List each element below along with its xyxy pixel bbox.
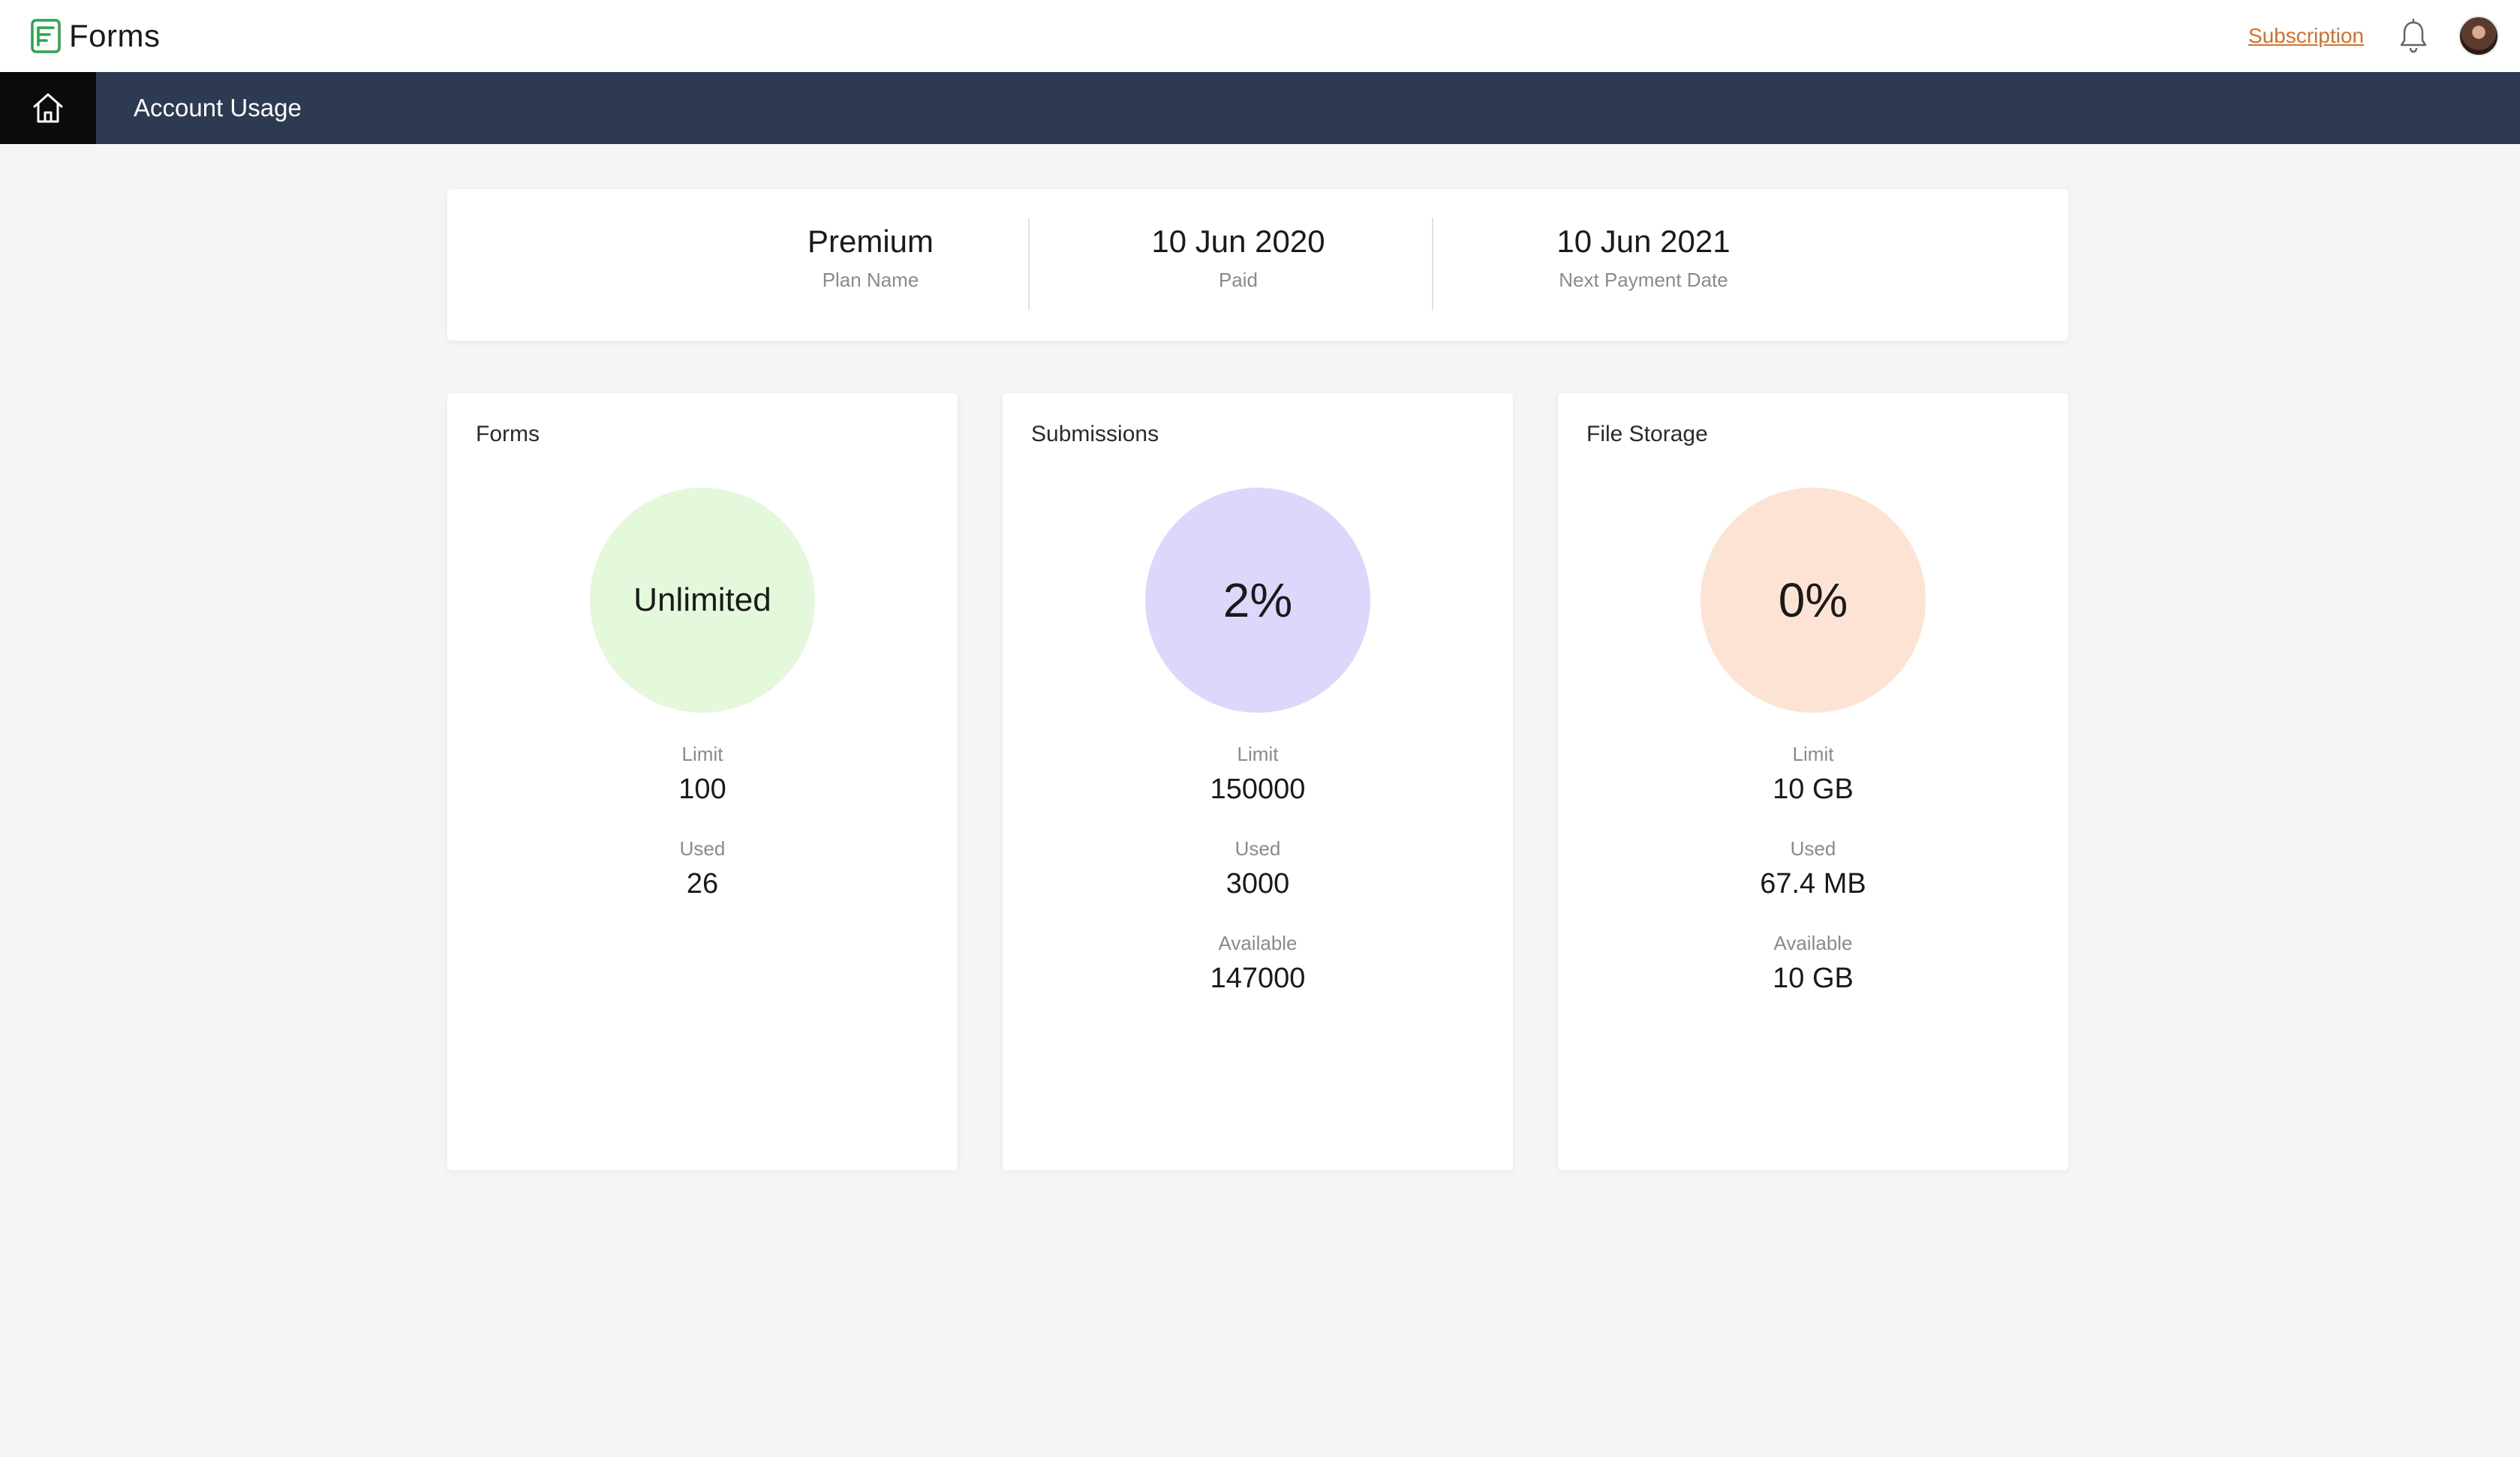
used-stat: Used 67.4 MB — [1558, 837, 2068, 900]
available-stat: Available 10 GB — [1558, 932, 2068, 995]
home-icon — [33, 93, 63, 123]
used-value: 67.4 MB — [1760, 868, 1866, 900]
subscription-link[interactable]: Subscription — [2248, 24, 2364, 47]
user-avatar[interactable] — [2458, 16, 2499, 56]
used-label: Used — [679, 837, 726, 860]
limit-label: Limit — [1792, 743, 1834, 765]
used-label: Used — [1234, 837, 1281, 860]
available-label: Available — [1773, 932, 1853, 954]
paid-section: 10 Jun 2020 Paid — [1111, 189, 1366, 341]
home-button[interactable] — [0, 72, 96, 144]
usage-circle: Unlimited — [590, 488, 815, 713]
next-payment-label: Next Payment Date — [1559, 269, 1728, 291]
limit-label: Limit — [681, 743, 723, 765]
available-stat: Available 147000 — [1003, 932, 1513, 995]
used-stat: Used 26 — [447, 837, 958, 900]
usage-circle-text: 2% — [1222, 573, 1293, 627]
forms-logo-icon — [31, 19, 61, 53]
top-bar: Forms Subscription — [0, 0, 2520, 72]
app-name: Forms — [69, 18, 161, 53]
limit-stat: Limit 10 GB — [1558, 743, 2068, 806]
next-payment-value: 10 Jun 2021 — [1556, 224, 1731, 259]
next-payment-section: 10 Jun 2021 Next Payment Date — [1508, 189, 1779, 341]
usage-circle: 0% — [1701, 488, 1926, 713]
paid-label: Paid — [1218, 269, 1258, 291]
brand[interactable]: Forms — [30, 18, 161, 54]
available-label: Available — [1218, 932, 1298, 954]
plan-name-label: Plan Name — [822, 269, 919, 291]
card-title: Forms — [476, 422, 540, 446]
usage-circle: 2% — [1145, 488, 1370, 713]
available-value: 147000 — [1210, 963, 1306, 994]
bell-icon[interactable] — [2397, 18, 2430, 54]
limit-label: Limit — [1237, 743, 1279, 765]
limit-value: 10 GB — [1773, 774, 1854, 805]
paid-date-value: 10 Jun 2020 — [1151, 224, 1325, 259]
nav-bar: Account Usage — [0, 72, 2520, 144]
divider — [1432, 218, 1433, 311]
divider — [1028, 218, 1030, 311]
card-title: Submissions — [1031, 422, 1159, 446]
limit-stat: Limit 100 — [447, 743, 958, 806]
used-stat: Used 3000 — [1003, 837, 1513, 900]
limit-value: 150000 — [1210, 774, 1306, 805]
page-title: Account Usage — [134, 94, 302, 122]
plan-summary-card: Premium Plan Name 10 Jun 2020 Paid 10 Ju… — [447, 189, 2068, 341]
used-value: 3000 — [1225, 868, 1290, 900]
limit-value: 100 — [678, 774, 726, 805]
available-value: 10 GB — [1773, 963, 1854, 994]
top-right-actions: Subscription — [2248, 16, 2499, 56]
submissions-usage-card: Submissions 2% Limit 150000 Used 3000 Av… — [1003, 393, 1513, 1170]
usage-circle-text: Unlimited — [633, 581, 771, 618]
limit-stat: Limit 150000 — [1003, 743, 1513, 806]
card-title: File Storage — [1586, 422, 1708, 446]
plan-name-value: Premium — [807, 224, 934, 259]
used-value: 26 — [686, 868, 719, 900]
forms-usage-card: Forms Unlimited Limit 100 Used 26 — [447, 393, 958, 1170]
plan-name-section: Premium Plan Name — [750, 189, 991, 341]
file-storage-usage-card: File Storage 0% Limit 10 GB Used 67.4 MB… — [1558, 393, 2068, 1170]
used-label: Used — [1790, 837, 1836, 860]
usage-circle-text: 0% — [1778, 573, 1848, 627]
